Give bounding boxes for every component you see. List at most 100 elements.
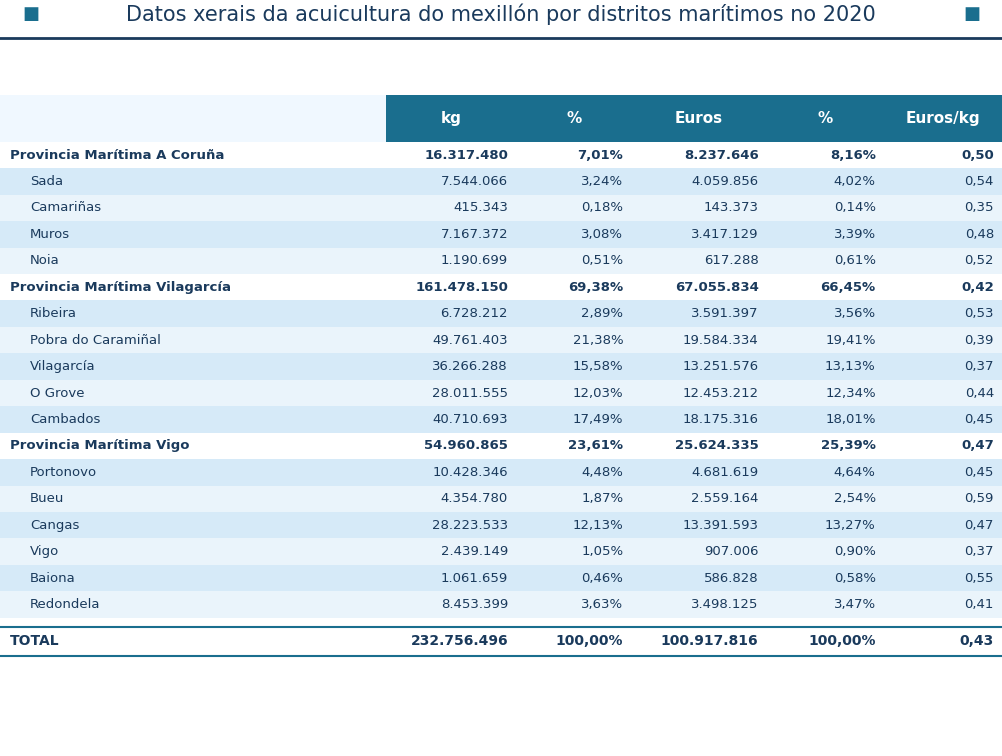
Text: 0,61%: 0,61% xyxy=(834,254,876,268)
Text: 0,53: 0,53 xyxy=(965,307,994,321)
Text: 0,45: 0,45 xyxy=(965,413,994,426)
Text: 1,87%: 1,87% xyxy=(581,492,623,505)
Text: 0,58%: 0,58% xyxy=(834,572,876,584)
Text: Provincia Marítima Vigo: Provincia Marítima Vigo xyxy=(10,439,189,452)
Text: 4,48%: 4,48% xyxy=(581,466,623,479)
Text: 0,39: 0,39 xyxy=(965,333,994,347)
Text: ■: ■ xyxy=(22,5,39,23)
Text: 0,45: 0,45 xyxy=(965,466,994,479)
Text: 0,14%: 0,14% xyxy=(834,201,876,215)
Bar xyxy=(0,627,1002,656)
Text: 8.453.399: 8.453.399 xyxy=(441,598,508,611)
Text: 36.266.288: 36.266.288 xyxy=(433,360,508,373)
Text: 0,48: 0,48 xyxy=(965,228,994,241)
Text: ■: ■ xyxy=(963,5,980,23)
Bar xyxy=(0,353,1002,380)
Text: 66,45%: 66,45% xyxy=(821,280,876,294)
Text: 3,39%: 3,39% xyxy=(834,228,876,241)
Text: 3.417.129: 3.417.129 xyxy=(691,228,759,241)
Text: Cambados: Cambados xyxy=(30,413,100,426)
Text: 28.223.533: 28.223.533 xyxy=(432,519,508,531)
Text: Vigo: Vigo xyxy=(30,545,59,558)
Text: 13.251.576: 13.251.576 xyxy=(682,360,759,373)
Text: 8,16%: 8,16% xyxy=(830,148,876,162)
Text: 4,64%: 4,64% xyxy=(834,466,876,479)
Text: 3.591.397: 3.591.397 xyxy=(691,307,759,321)
Bar xyxy=(0,222,1002,248)
Text: 161.478.150: 161.478.150 xyxy=(415,280,508,294)
Text: 1.061.659: 1.061.659 xyxy=(441,572,508,584)
Text: 1.190.699: 1.190.699 xyxy=(441,254,508,268)
Text: Baiona: Baiona xyxy=(30,572,76,584)
Text: 4.681.619: 4.681.619 xyxy=(691,466,759,479)
Text: 0,41: 0,41 xyxy=(965,598,994,611)
Text: 16.317.480: 16.317.480 xyxy=(424,148,508,162)
Text: 13,27%: 13,27% xyxy=(825,519,876,531)
Text: 6.728.212: 6.728.212 xyxy=(441,307,508,321)
Text: 17,49%: 17,49% xyxy=(573,413,623,426)
Text: 4,02%: 4,02% xyxy=(834,175,876,188)
Text: 0,51%: 0,51% xyxy=(581,254,623,268)
Bar xyxy=(0,327,1002,353)
Text: Muros: Muros xyxy=(30,228,70,241)
Text: 40.710.693: 40.710.693 xyxy=(433,413,508,426)
Text: 143.373: 143.373 xyxy=(703,201,759,215)
Bar xyxy=(0,195,1002,222)
Text: 907.006: 907.006 xyxy=(704,545,759,558)
Text: 2,89%: 2,89% xyxy=(581,307,623,321)
Bar xyxy=(0,432,1002,459)
Text: 0,35: 0,35 xyxy=(965,201,994,215)
Bar xyxy=(0,274,1002,300)
Bar xyxy=(0,95,386,142)
Bar xyxy=(0,591,1002,618)
Bar xyxy=(0,300,1002,327)
Text: 7,01%: 7,01% xyxy=(577,148,623,162)
Bar xyxy=(0,248,1002,274)
Text: 586.828: 586.828 xyxy=(703,572,759,584)
Bar xyxy=(386,95,516,142)
Text: 3,56%: 3,56% xyxy=(834,307,876,321)
Text: 100,00%: 100,00% xyxy=(556,634,623,649)
Text: 18,01%: 18,01% xyxy=(826,413,876,426)
Text: 0,54: 0,54 xyxy=(965,175,994,188)
Text: 7.167.372: 7.167.372 xyxy=(441,228,508,241)
Text: 3,24%: 3,24% xyxy=(581,175,623,188)
Text: 12,03%: 12,03% xyxy=(572,386,623,399)
Text: 3.498.125: 3.498.125 xyxy=(691,598,759,611)
Text: 15,58%: 15,58% xyxy=(572,360,623,373)
Bar xyxy=(0,169,1002,195)
Text: Pobra do Caramiñal: Pobra do Caramiñal xyxy=(30,333,161,347)
Text: 100,00%: 100,00% xyxy=(809,634,876,649)
Text: 0,52: 0,52 xyxy=(965,254,994,268)
Text: O Grove: O Grove xyxy=(30,386,84,399)
Text: 3,63%: 3,63% xyxy=(581,598,623,611)
Text: 0,37: 0,37 xyxy=(965,545,994,558)
Text: 21,38%: 21,38% xyxy=(572,333,623,347)
Text: Provincia Marítima A Coruña: Provincia Marítima A Coruña xyxy=(10,148,224,162)
Text: 1,05%: 1,05% xyxy=(581,545,623,558)
Text: 415.343: 415.343 xyxy=(453,201,508,215)
Text: 0,18%: 0,18% xyxy=(581,201,623,215)
Text: Cangas: Cangas xyxy=(30,519,79,531)
Bar xyxy=(884,95,1002,142)
Text: 13.391.593: 13.391.593 xyxy=(682,519,759,531)
Text: 7.544.066: 7.544.066 xyxy=(441,175,508,188)
Text: 3,47%: 3,47% xyxy=(834,598,876,611)
Text: 232.756.496: 232.756.496 xyxy=(411,634,508,649)
Text: %: % xyxy=(566,111,581,126)
Text: 49.761.403: 49.761.403 xyxy=(433,333,508,347)
Text: 13,13%: 13,13% xyxy=(825,360,876,373)
Text: 23,61%: 23,61% xyxy=(568,439,623,452)
Bar xyxy=(0,459,1002,485)
Bar xyxy=(0,512,1002,538)
Text: TOTAL: TOTAL xyxy=(10,634,60,649)
Text: 2.559.164: 2.559.164 xyxy=(691,492,759,505)
Text: 2.439.149: 2.439.149 xyxy=(441,545,508,558)
Bar xyxy=(516,95,631,142)
Text: Noia: Noia xyxy=(30,254,60,268)
Bar xyxy=(631,95,767,142)
Text: 0,43: 0,43 xyxy=(960,634,994,649)
Text: Provincia Marítima Vilagarcía: Provincia Marítima Vilagarcía xyxy=(10,280,231,294)
Text: Datos xerais da acuicultura do mexillón por distritos marítimos no 2020: Datos xerais da acuicultura do mexillón … xyxy=(126,3,876,24)
Text: Redondela: Redondela xyxy=(30,598,100,611)
